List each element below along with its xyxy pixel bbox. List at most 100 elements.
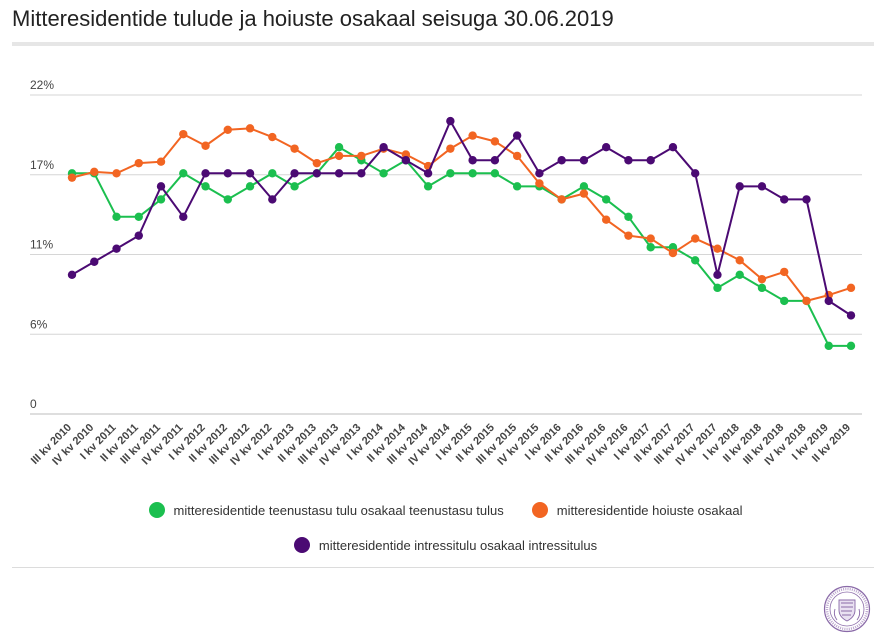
data-point-series-0[interactable] (512, 182, 522, 191)
data-point-series-2[interactable] (579, 156, 589, 165)
data-point-series-2[interactable] (134, 231, 143, 240)
data-point-series-1[interactable] (735, 256, 744, 265)
data-point-series-1[interactable] (179, 129, 188, 139)
data-point-series-1[interactable] (223, 125, 232, 134)
data-point-series-1[interactable] (601, 215, 611, 224)
data-point-series-0[interactable] (112, 212, 121, 221)
data-point-series-0[interactable] (134, 212, 143, 221)
data-point-series-1[interactable] (201, 141, 210, 150)
data-point-series-0[interactable] (379, 169, 388, 178)
data-point-series-1[interactable] (112, 169, 121, 178)
data-point-series-2[interactable] (334, 169, 344, 178)
data-point-series-1[interactable] (334, 151, 344, 161)
data-point-series-0[interactable] (646, 243, 655, 252)
data-point-series-1[interactable] (268, 132, 277, 142)
data-point-series-0[interactable] (268, 169, 277, 178)
data-point-series-0[interactable] (290, 182, 299, 191)
data-point-series-2[interactable] (401, 156, 411, 165)
data-point-series-1[interactable] (668, 248, 678, 258)
data-point-series-2[interactable] (691, 169, 700, 178)
data-point-series-2[interactable] (312, 169, 322, 178)
legend-item-intressitulu[interactable]: mitteresidentide intressitulu osakaal in… (293, 537, 597, 553)
data-point-series-2[interactable] (713, 270, 722, 279)
data-point-series-0[interactable] (446, 169, 455, 178)
data-point-series-2[interactable] (624, 156, 633, 165)
data-point-series-0[interactable] (579, 182, 589, 191)
data-point-series-1[interactable] (579, 189, 589, 198)
data-point-series-0[interactable] (846, 341, 856, 351)
data-point-series-1[interactable] (802, 296, 811, 306)
data-point-series-2[interactable] (735, 182, 744, 191)
legend-item-hoiused[interactable]: mitteresidentide hoiuste osakaal (531, 502, 743, 518)
data-point-series-0[interactable] (201, 182, 210, 191)
data-point-series-0[interactable] (223, 195, 232, 204)
data-point-series-0[interactable] (156, 195, 166, 204)
data-point-series-1[interactable] (846, 283, 856, 293)
data-point-series-2[interactable] (535, 169, 544, 178)
data-point-series-1[interactable] (245, 124, 255, 133)
data-point-series-2[interactable] (824, 296, 833, 306)
data-point-series-0[interactable] (668, 243, 678, 252)
data-point-series-2[interactable] (646, 156, 655, 165)
data-point-series-0[interactable] (245, 182, 255, 191)
data-point-series-2[interactable] (757, 182, 767, 191)
data-point-series-1[interactable] (646, 234, 655, 243)
data-point-series-1[interactable] (312, 158, 322, 168)
data-point-series-1[interactable] (357, 151, 366, 161)
data-point-series-0[interactable] (423, 182, 433, 191)
data-point-series-2[interactable] (512, 131, 522, 140)
data-point-series-1[interactable] (90, 167, 99, 177)
data-point-series-2[interactable] (846, 311, 856, 320)
data-point-series-2[interactable] (557, 156, 566, 165)
data-point-series-2[interactable] (379, 143, 388, 152)
data-point-series-1[interactable] (557, 195, 566, 204)
data-point-series-0[interactable] (334, 143, 344, 152)
data-point-series-1[interactable] (156, 157, 166, 166)
data-point-series-2[interactable] (357, 169, 366, 178)
data-point-series-2[interactable] (490, 156, 500, 165)
data-point-series-2[interactable] (802, 195, 811, 204)
data-point-series-2[interactable] (780, 195, 789, 204)
data-point-series-2[interactable] (268, 195, 277, 204)
data-point-series-2[interactable] (668, 143, 678, 152)
data-point-series-0[interactable] (713, 283, 722, 293)
data-point-series-1[interactable] (713, 244, 722, 253)
data-point-series-2[interactable] (601, 143, 611, 152)
data-point-series-1[interactable] (624, 231, 633, 240)
data-point-series-0[interactable] (824, 341, 833, 351)
data-point-series-2[interactable] (446, 116, 455, 126)
data-point-series-1[interactable] (134, 158, 143, 168)
data-point-series-2[interactable] (423, 169, 433, 178)
data-point-series-1[interactable] (757, 274, 767, 284)
data-point-series-1[interactable] (446, 144, 455, 153)
data-point-series-2[interactable] (112, 244, 121, 253)
data-point-series-2[interactable] (179, 212, 188, 221)
data-point-series-0[interactable] (691, 256, 700, 265)
data-point-series-2[interactable] (201, 169, 210, 178)
data-point-series-1[interactable] (468, 131, 477, 140)
data-point-series-0[interactable] (757, 283, 767, 293)
data-point-series-0[interactable] (735, 270, 744, 279)
data-point-series-2[interactable] (245, 169, 255, 178)
legend-item-teenustasu[interactable]: mitteresidentide teenustasu tulu osakaal… (148, 502, 504, 518)
data-point-series-1[interactable] (535, 179, 544, 188)
data-point-series-1[interactable] (490, 137, 500, 146)
data-point-series-2[interactable] (90, 257, 99, 266)
data-point-series-1[interactable] (67, 173, 77, 182)
data-point-series-0[interactable] (624, 212, 633, 221)
data-point-series-2[interactable] (156, 182, 166, 191)
data-point-series-1[interactable] (290, 144, 299, 153)
data-point-series-0[interactable] (179, 169, 188, 178)
data-point-series-2[interactable] (290, 169, 299, 178)
data-point-series-1[interactable] (512, 151, 522, 161)
data-point-series-2[interactable] (223, 169, 232, 178)
data-point-series-0[interactable] (468, 169, 477, 178)
data-point-series-0[interactable] (601, 195, 611, 204)
data-point-series-2[interactable] (67, 270, 77, 279)
data-point-series-1[interactable] (780, 267, 789, 277)
data-point-series-1[interactable] (401, 150, 411, 159)
data-point-series-2[interactable] (468, 156, 477, 165)
data-point-series-0[interactable] (780, 296, 789, 306)
data-point-series-1[interactable] (691, 234, 700, 243)
data-point-series-0[interactable] (490, 169, 500, 178)
